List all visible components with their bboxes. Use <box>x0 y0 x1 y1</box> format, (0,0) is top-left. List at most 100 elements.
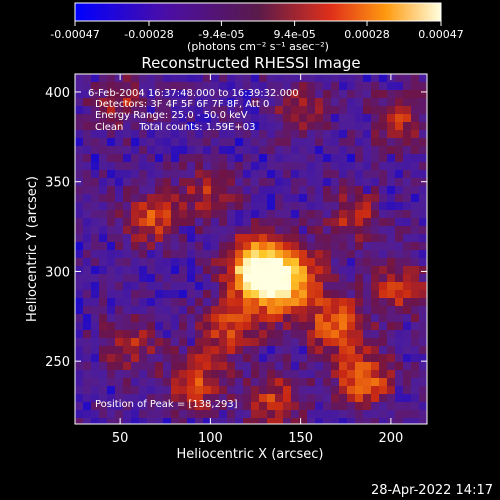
heatmap-cell <box>99 74 107 82</box>
heatmap-cell <box>299 386 307 394</box>
heatmap-cell <box>291 346 299 354</box>
heatmap-cell <box>267 274 275 282</box>
heatmap-cell <box>315 314 323 322</box>
heatmap-cell <box>363 210 371 218</box>
heatmap-cell <box>275 234 283 242</box>
heatmap-cell <box>235 90 243 98</box>
heatmap-cell <box>419 170 427 178</box>
heatmap-cell <box>283 170 291 178</box>
heatmap-cell <box>299 266 307 274</box>
heatmap-cell <box>235 98 243 106</box>
heatmap-cell <box>379 386 387 394</box>
heatmap-cell <box>419 82 427 90</box>
heatmap-cell <box>291 306 299 314</box>
heatmap-cell <box>147 322 155 330</box>
heatmap-cell <box>371 346 379 354</box>
heatmap-cell <box>91 370 99 378</box>
heatmap-cell <box>283 250 291 258</box>
heatmap-cell <box>331 170 339 178</box>
heatmap-cell <box>211 402 219 410</box>
heatmap-cell <box>107 218 115 226</box>
heatmap-cell <box>91 346 99 354</box>
heatmap-cell <box>235 250 243 258</box>
heatmap-cell <box>123 90 131 98</box>
heatmap-cell <box>99 146 107 154</box>
heatmap-cell <box>363 194 371 202</box>
heatmap-cell <box>203 282 211 290</box>
heatmap-cell <box>227 394 235 402</box>
heatmap-cell <box>179 82 187 90</box>
heatmap-cell <box>387 194 395 202</box>
heatmap-cell <box>323 154 331 162</box>
heatmap-cell <box>251 274 259 282</box>
heatmap-cell <box>259 114 267 122</box>
heatmap-cell <box>299 250 307 258</box>
heatmap-cell <box>227 250 235 258</box>
heatmap-cell <box>115 122 123 130</box>
heatmap-cell <box>379 146 387 154</box>
heatmap-cell <box>235 298 243 306</box>
heatmap-cell <box>99 298 107 306</box>
heatmap-cell <box>355 322 363 330</box>
heatmap-cell <box>363 330 371 338</box>
heatmap-cell <box>83 146 91 154</box>
heatmap-cell <box>211 202 219 210</box>
heatmap-cell <box>227 346 235 354</box>
heatmap-cell <box>395 138 403 146</box>
heatmap-cell <box>395 90 403 98</box>
heatmap-cell <box>315 130 323 138</box>
heatmap-cell <box>291 330 299 338</box>
heatmap-cell <box>387 226 395 234</box>
heatmap-cell <box>371 394 379 402</box>
heatmap-cell <box>403 338 411 346</box>
heatmap-cell <box>187 170 195 178</box>
heatmap-cell <box>275 378 283 386</box>
heatmap-cell <box>107 354 115 362</box>
heatmap-cell <box>203 178 211 186</box>
heatmap-cell <box>315 298 323 306</box>
heatmap-cell <box>75 394 83 402</box>
heatmap-cell <box>99 186 107 194</box>
heatmap-cell <box>235 394 243 402</box>
heatmap-cell <box>195 362 203 370</box>
heatmap-cell <box>419 138 427 146</box>
heatmap-cell <box>147 354 155 362</box>
heatmap-cell <box>123 386 131 394</box>
heatmap-cell <box>403 258 411 266</box>
heatmap-cell <box>219 410 227 418</box>
heatmap-cell <box>147 170 155 178</box>
heatmap-cell <box>147 98 155 106</box>
heatmap-cell <box>139 282 147 290</box>
heatmap-cell <box>291 314 299 322</box>
heatmap-cell <box>299 106 307 114</box>
heatmap-cell <box>107 114 115 122</box>
heatmap-cell <box>243 282 251 290</box>
y-tick-label: 400 <box>45 86 70 101</box>
heatmap-cell <box>267 418 275 424</box>
heatmap-cell <box>411 154 419 162</box>
heatmap-cell <box>331 218 339 226</box>
heatmap-cell <box>139 410 147 418</box>
heatmap-cell <box>179 282 187 290</box>
heatmap-cell <box>91 290 99 298</box>
heatmap-cell <box>291 266 299 274</box>
heatmap-cell <box>187 162 195 170</box>
heatmap-cell <box>403 242 411 250</box>
colorbar-tick-label: 9.4e-05 <box>273 28 315 41</box>
heatmap-cell <box>363 74 371 82</box>
heatmap-cell <box>131 114 139 122</box>
heatmap-cell <box>235 146 243 154</box>
heatmap-cell <box>395 362 403 370</box>
heatmap-cell <box>147 130 155 138</box>
heatmap-cell <box>75 90 83 98</box>
heatmap-cell <box>155 370 163 378</box>
heatmap-cell <box>331 186 339 194</box>
heatmap-cell <box>107 410 115 418</box>
heatmap-cell <box>123 250 131 258</box>
heatmap-cell <box>227 290 235 298</box>
heatmap-cell <box>195 258 203 266</box>
heatmap-cell <box>411 98 419 106</box>
heatmap-cell <box>123 170 131 178</box>
heatmap-cell <box>83 122 91 130</box>
heatmap-cell <box>307 250 315 258</box>
